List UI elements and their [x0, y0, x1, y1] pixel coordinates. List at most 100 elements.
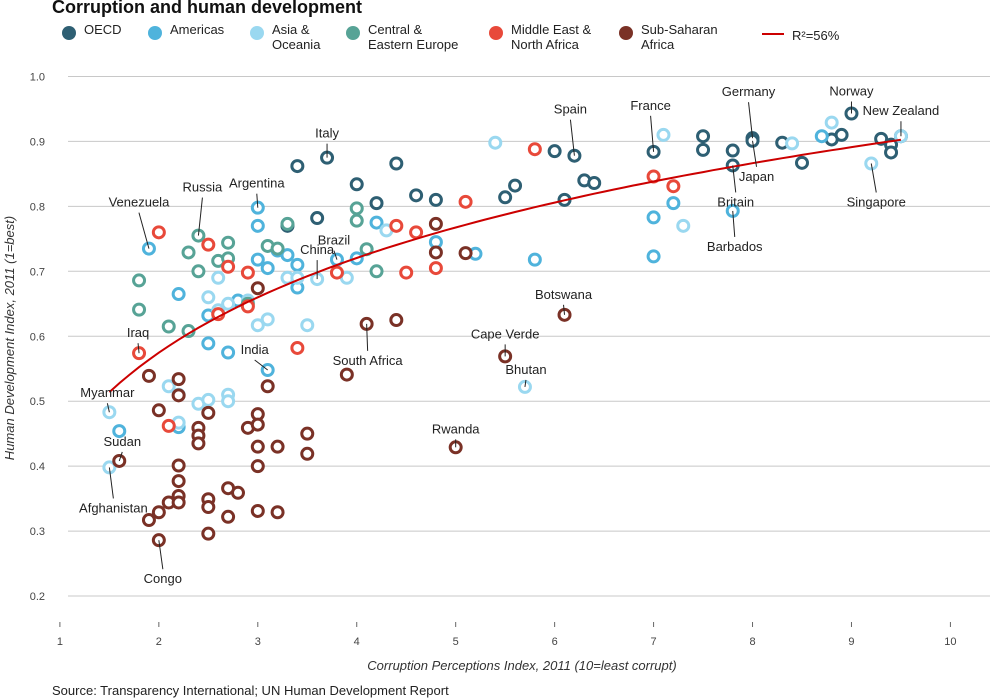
- data-point: [171, 287, 186, 302]
- chart-title: Corruption and human development: [52, 0, 363, 17]
- data-point: [508, 178, 523, 193]
- data-point: [646, 249, 661, 264]
- legend-item-oecd: OECD: [62, 22, 122, 40]
- legend-swatch: [489, 26, 503, 40]
- annotation-italy: Italy: [315, 126, 339, 158]
- annotation-britain: Britain: [717, 165, 754, 209]
- data-point: [181, 245, 196, 260]
- data-point: [428, 192, 443, 207]
- legend: OECD Americas Asia & Oceania Central & East…: [0, 22, 1000, 58]
- data-point: [795, 155, 809, 170]
- annotation-label: Germany: [722, 84, 776, 99]
- data-point: [231, 485, 245, 500]
- data-point: [884, 145, 899, 160]
- annotation-russia: Russia: [183, 180, 223, 236]
- data-point: [270, 439, 285, 454]
- data-point: [458, 246, 473, 261]
- x-tick-label: 9: [848, 636, 854, 648]
- data-point: [171, 372, 186, 387]
- data-point: [151, 225, 166, 240]
- data-point: [389, 313, 404, 328]
- legend-swatch: [148, 26, 162, 40]
- legend-label: Middle East & North Africa: [511, 22, 592, 52]
- x-tick-label: 1: [57, 636, 63, 648]
- data-point: [221, 509, 236, 524]
- data-point: [458, 194, 473, 209]
- annotation-leader: [138, 212, 150, 249]
- annotation-singapore: Singapore: [847, 163, 906, 210]
- annotation-label: Argentina: [229, 176, 285, 191]
- annotation-japan: Japan: [739, 140, 774, 184]
- annotation-label: Japan: [739, 169, 774, 184]
- annotation-label: Spain: [554, 102, 587, 117]
- data-point: [201, 405, 216, 420]
- annotation-leader: [366, 323, 369, 351]
- annotation-label: Afghanistan: [79, 500, 148, 515]
- y-tick-label: 0.8: [30, 201, 45, 213]
- data-point: [161, 418, 176, 433]
- data-point: [349, 213, 364, 228]
- x-tick-label: 6: [552, 636, 558, 648]
- data-point: [656, 127, 671, 142]
- data-point: [290, 340, 305, 355]
- annotation-label: France: [630, 98, 670, 113]
- data-point: [527, 142, 542, 157]
- data-point: [151, 505, 166, 520]
- annotation-label: Brazil: [318, 233, 351, 248]
- y-tick-label: 1.0: [30, 71, 45, 83]
- annotation-france: France: [630, 98, 671, 152]
- data-point: [369, 215, 384, 230]
- annotation-label: Barbados: [707, 239, 763, 254]
- data-point: [339, 367, 354, 382]
- data-point: [201, 526, 216, 541]
- x-tick-label: 4: [354, 636, 360, 648]
- annotation-new-zealand: New Zealand: [863, 103, 939, 137]
- data-point: [399, 265, 414, 280]
- data-point: [696, 129, 711, 144]
- annotation-bhutan: Bhutan: [505, 362, 547, 387]
- data-point: [290, 257, 305, 272]
- legend-swatch: [62, 26, 76, 40]
- annotation-leader: [732, 165, 737, 193]
- data-point: [280, 248, 295, 263]
- annotation-afghanistan: Afghanistan: [79, 467, 148, 515]
- data-point: [725, 143, 740, 158]
- data-point: [409, 225, 424, 240]
- data-point: [300, 318, 315, 333]
- data-point: [221, 235, 236, 250]
- annotation-spain: Spain: [554, 102, 587, 156]
- y-axis-title: Human Development Index, 2011 (1=best): [2, 216, 17, 460]
- data-point: [221, 259, 236, 274]
- data-point: [329, 265, 344, 280]
- data-point: [191, 264, 206, 279]
- legend-swatch: [346, 26, 360, 40]
- x-tick-label: 8: [749, 636, 755, 648]
- annotations: Venezuela Russia Argentina Italy Spain France…: [79, 84, 939, 587]
- legend-label: Asia & Oceania: [272, 22, 321, 52]
- data-point: [696, 142, 711, 157]
- annotation-iraq: Iraq: [127, 325, 149, 354]
- annotation-brazil: Brazil: [318, 233, 351, 260]
- annotation-leader: [333, 250, 338, 260]
- annotation-label: South Africa: [333, 353, 404, 368]
- y-tick-label: 0.7: [30, 266, 45, 278]
- data-point: [834, 127, 849, 142]
- data-point: [290, 159, 305, 174]
- data-point: [201, 237, 216, 252]
- x-axis-ticks: 1 2 3 4 5 6 7 8 9 10: [57, 622, 957, 648]
- data-point: [250, 218, 265, 233]
- data-point: [428, 261, 443, 276]
- y-tick-label: 0.6: [30, 331, 45, 343]
- data-point: [112, 424, 127, 439]
- y-tick-label: 0.2: [30, 591, 45, 603]
- annotation-cape-verde: Cape Verde: [471, 326, 539, 357]
- data-point: [132, 273, 147, 288]
- legend-item-asia: Asia & Oceania: [250, 22, 320, 52]
- annotation-label: China: [300, 242, 335, 257]
- data-point: [161, 379, 176, 394]
- series-central-eastern-europe: [132, 201, 384, 339]
- annotation-norway: Norway: [829, 84, 874, 114]
- data-point: [250, 503, 265, 518]
- legend-label: OECD: [84, 22, 122, 37]
- annotation-leader: [748, 102, 754, 139]
